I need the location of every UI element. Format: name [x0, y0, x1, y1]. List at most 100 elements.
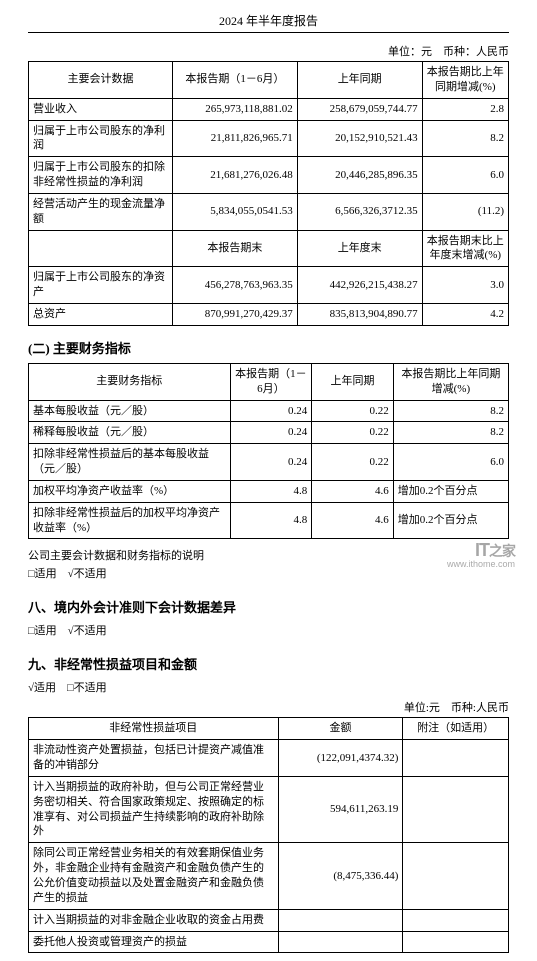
accounting-data-table: 主要会计数据 本报告期（1－6月） 上年同期 本报告期比上年同期增减(%) 营业…: [28, 61, 509, 326]
table-header-row: 主要财务指标 本报告期（1－6月） 上年同期 本报告期比上年同期增减(%): [29, 363, 509, 400]
explain-checkbox: □适用 √不适用: [28, 565, 509, 581]
cell: 归属于上市公司股东的扣除非经常性损益的净利润: [29, 157, 173, 194]
cell: 4.6: [312, 502, 394, 539]
nonrecurring-items-table: 非经常性损益项目 金额 附注（如适用） 非流动性资产处置损益，包括已计提资产减值…: [28, 717, 509, 953]
explain-text: 公司主要会计数据和财务指标的说明: [28, 547, 509, 563]
col-header: 非经常性损益项目: [29, 718, 279, 740]
cell: 除同公司正常经营业务相关的有效套期保值业务外，非金融企业持有金融资产和金融负债产…: [29, 843, 279, 909]
table-row: 基本每股收益（元／股） 0.24 0.22 8.2: [29, 400, 509, 422]
cell: 委托他人投资或管理资产的损益: [29, 931, 279, 953]
col-header: 主要会计数据: [29, 62, 173, 99]
report-header-title: 2024 年半年度报告: [28, 12, 509, 29]
table-row: 扣除非经常性损益后的加权平均净资产收益率（%） 4.8 4.6 增加0.2个百分…: [29, 502, 509, 539]
cell: 3.0: [422, 267, 508, 304]
cell: 稀释每股收益（元／股）: [29, 422, 231, 444]
cell: 0.24: [230, 400, 312, 422]
table-header-row: 主要会计数据 本报告期（1－6月） 上年同期 本报告期比上年同期增减(%): [29, 62, 509, 99]
section-9-checkbox: √适用 □不适用: [28, 679, 509, 695]
col-header: 本报告期末: [173, 230, 298, 267]
cell: 增加0.2个百分点: [393, 502, 508, 539]
cell: 265,973,118,881.02: [173, 98, 298, 120]
table-row: 归属于上市公司股东的净资产 456,278,763,963.35 442,926…: [29, 267, 509, 304]
cell: [403, 740, 509, 777]
cell: 非流动性资产处置损益，包括已计提资产减值准备的冲销部分: [29, 740, 279, 777]
cell: 442,926,215,438.27: [297, 267, 422, 304]
cell: 835,813,904,890.77: [297, 303, 422, 325]
col-header: 上年度末: [297, 230, 422, 267]
watermark-zh: 之家: [489, 543, 515, 559]
cell: [403, 931, 509, 953]
table-row: 非流动性资产处置损益，包括已计提资产减值准备的冲销部分 (122,091,437…: [29, 740, 509, 777]
table-row: 计入当期损益的政府补助，但与公司正常经营业务密切相关、符合国家政策规定、按照确定…: [29, 776, 509, 842]
cell: 归属于上市公司股东的净利润: [29, 120, 173, 157]
col-header: 附注（如适用）: [403, 718, 509, 740]
col-header: 本报告期（1－6月）: [230, 363, 312, 400]
cell: 基本每股收益（元／股）: [29, 400, 231, 422]
cell: [278, 931, 403, 953]
cell: 0.22: [312, 400, 394, 422]
col-header: [29, 230, 173, 267]
col-header: 本报告期（1－6月）: [173, 62, 298, 99]
table-header-row: 非经常性损益项目 金额 附注（如适用）: [29, 718, 509, 740]
financial-indicators-table: 主要财务指标 本报告期（1－6月） 上年同期 本报告期比上年同期增减(%) 基本…: [28, 363, 509, 540]
cell: 归属于上市公司股东的净资产: [29, 267, 173, 304]
col-header: 本报告期比上年同期增减(%): [393, 363, 508, 400]
watermark-en: IT: [475, 540, 489, 560]
table-row: 经营活动产生的现金流量净额 5,834,055,0541.53 6,566,32…: [29, 193, 509, 230]
cell: 0.24: [230, 444, 312, 481]
cell: 加权平均净资产收益率（%）: [29, 480, 231, 502]
cell: 20,446,285,896.35: [297, 157, 422, 194]
table-row: 归属于上市公司股东的净利润 21,811,826,965.71 20,152,9…: [29, 120, 509, 157]
section-8-heading: 八、境内外会计准则下会计数据差异: [28, 597, 509, 616]
header-rule: [28, 32, 509, 33]
cell: [403, 909, 509, 931]
cell: 增加0.2个百分点: [393, 480, 508, 502]
cell: 4.6: [312, 480, 394, 502]
cell: 6.0: [393, 444, 508, 481]
table-row: 计入当期损益的对非金融企业收取的资金占用费: [29, 909, 509, 931]
cell: [403, 843, 509, 909]
cell: 营业收入: [29, 98, 173, 120]
cell: 计入当期损益的对非金融企业收取的资金占用费: [29, 909, 279, 931]
section-9-heading: 九、非经常性损益项目和金额: [28, 654, 509, 673]
col-header: 本报告期比上年同期增减(%): [422, 62, 508, 99]
cell: 5,834,055,0541.53: [173, 193, 298, 230]
cell: 594,611,263.19: [278, 776, 403, 842]
cell: (11.2): [422, 193, 508, 230]
cell: 21,681,276,026.48: [173, 157, 298, 194]
explain-area: 公司主要会计数据和财务指标的说明 □适用 √不适用 IT之家 www.ithom…: [28, 547, 509, 581]
cell: (122,091,4374.32): [278, 740, 403, 777]
cell: 0.22: [312, 444, 394, 481]
watermark-logo: IT之家: [447, 541, 515, 559]
cell: 计入当期损益的政府补助，但与公司正常经营业务密切相关、符合国家政策规定、按照确定…: [29, 776, 279, 842]
cell: 6,566,326,3712.35: [297, 193, 422, 230]
cell: 2.8: [422, 98, 508, 120]
cell: 870,991,270,429.37: [173, 303, 298, 325]
unit-line-1: 单位：元 币种：人民币: [28, 43, 509, 59]
table-row: 稀释每股收益（元／股） 0.24 0.22 8.2: [29, 422, 509, 444]
cell: 总资产: [29, 303, 173, 325]
table-row: 除同公司正常经营业务相关的有效套期保值业务外，非金融企业持有金融资产和金融负债产…: [29, 843, 509, 909]
section-2-heading: (二) 主要财务指标: [28, 338, 509, 357]
cell: 20,152,910,521.43: [297, 120, 422, 157]
cell: [403, 776, 509, 842]
cell: 456,278,763,963.35: [173, 267, 298, 304]
watermark-url: www.ithome.com: [447, 560, 515, 569]
page: 2024 年半年度报告 单位：元 币种：人民币 主要会计数据 本报告期（1－6月…: [0, 0, 537, 961]
section-8-checkbox: □适用 √不适用: [28, 622, 509, 638]
cell: 4.8: [230, 502, 312, 539]
table-row: 归属于上市公司股东的扣除非经常性损益的净利润 21,681,276,026.48…: [29, 157, 509, 194]
table-row: 委托他人投资或管理资产的损益: [29, 931, 509, 953]
col-header: 上年同期: [297, 62, 422, 99]
col-header: 本报告期末比上年度末增减(%): [422, 230, 508, 267]
table-mid-header-row: 本报告期末 上年度末 本报告期末比上年度末增减(%): [29, 230, 509, 267]
cell: (8,475,336.44): [278, 843, 403, 909]
cell: 0.24: [230, 422, 312, 444]
cell: 经营活动产生的现金流量净额: [29, 193, 173, 230]
cell: 0.22: [312, 422, 394, 444]
cell: 4.8: [230, 480, 312, 502]
col-header: 主要财务指标: [29, 363, 231, 400]
col-header: 上年同期: [312, 363, 394, 400]
cell: 扣除非经常性损益后的加权平均净资产收益率（%）: [29, 502, 231, 539]
cell: 8.2: [393, 422, 508, 444]
